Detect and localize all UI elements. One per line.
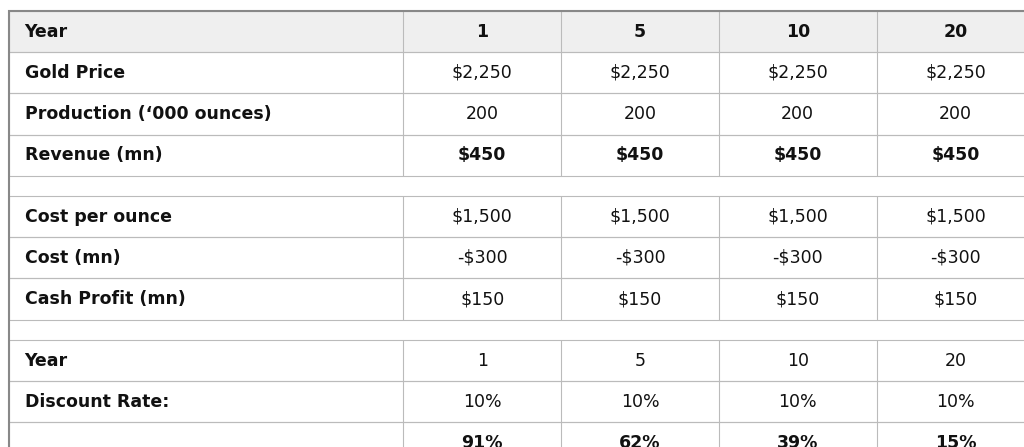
Text: 20: 20: [944, 352, 967, 370]
Text: $1,500: $1,500: [767, 208, 828, 226]
Text: $450: $450: [615, 146, 665, 164]
Text: 39%: 39%: [777, 434, 818, 447]
Text: $2,250: $2,250: [767, 64, 828, 82]
Text: 1: 1: [477, 352, 487, 370]
Text: 20: 20: [943, 23, 968, 41]
Text: $450: $450: [458, 146, 507, 164]
Text: Cash Profit (mn): Cash Profit (mn): [25, 290, 185, 308]
Text: 200: 200: [624, 105, 656, 123]
Text: 10%: 10%: [778, 393, 817, 411]
Bar: [9, 11, 1024, 52]
Text: Revenue (mn): Revenue (mn): [25, 146, 162, 164]
Text: 200: 200: [466, 105, 499, 123]
Text: Cost per ounce: Cost per ounce: [25, 208, 172, 226]
Text: 10%: 10%: [936, 393, 975, 411]
Text: -$300: -$300: [614, 249, 666, 267]
Text: 91%: 91%: [462, 434, 503, 447]
Text: $2,250: $2,250: [925, 64, 986, 82]
Text: $1,500: $1,500: [609, 208, 671, 226]
Text: Year: Year: [25, 23, 68, 41]
Text: $150: $150: [617, 290, 663, 308]
Text: $1,500: $1,500: [452, 208, 513, 226]
Text: -$300: -$300: [930, 249, 981, 267]
Text: $150: $150: [933, 290, 978, 308]
Text: $450: $450: [773, 146, 822, 164]
Text: $2,250: $2,250: [609, 64, 671, 82]
Text: Cost (mn): Cost (mn): [25, 249, 120, 267]
Text: Year: Year: [25, 352, 68, 370]
Text: Discount Rate:: Discount Rate:: [25, 393, 169, 411]
Text: -$300: -$300: [772, 249, 823, 267]
Text: $2,250: $2,250: [452, 64, 513, 82]
Text: 10%: 10%: [621, 393, 659, 411]
Text: $1,500: $1,500: [925, 208, 986, 226]
Text: 15%: 15%: [935, 434, 976, 447]
Text: Gold Price: Gold Price: [25, 64, 125, 82]
Text: $450: $450: [931, 146, 980, 164]
Text: $150: $150: [775, 290, 820, 308]
Text: 200: 200: [781, 105, 814, 123]
Text: 5: 5: [634, 23, 646, 41]
Text: 62%: 62%: [620, 434, 660, 447]
Text: $150: $150: [460, 290, 505, 308]
Text: 5: 5: [635, 352, 645, 370]
Text: 1: 1: [476, 23, 488, 41]
Text: -$300: -$300: [457, 249, 508, 267]
Text: Production (‘000 ounces): Production (‘000 ounces): [25, 105, 271, 123]
Text: 10: 10: [785, 23, 810, 41]
Text: 10%: 10%: [463, 393, 502, 411]
Text: 200: 200: [939, 105, 972, 123]
Text: 10: 10: [786, 352, 809, 370]
